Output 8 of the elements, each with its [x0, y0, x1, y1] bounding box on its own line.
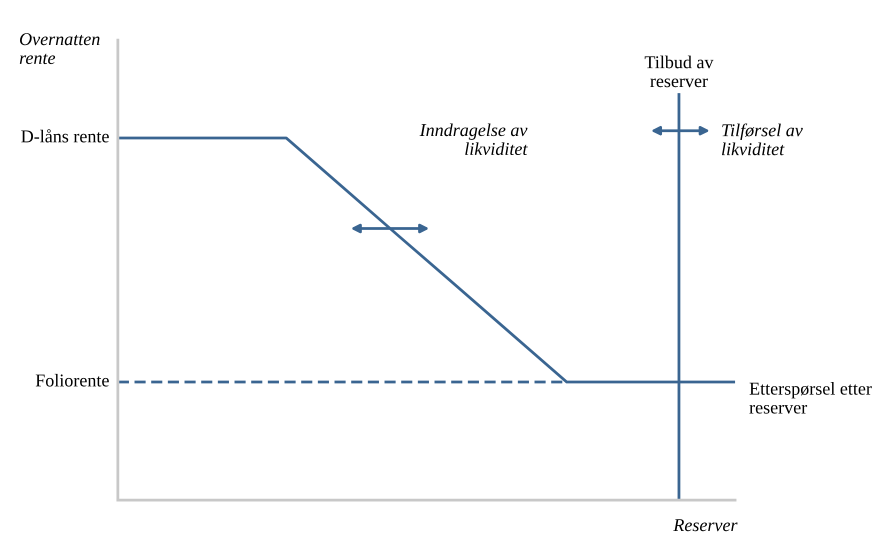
- annotation: Tilførsel av likviditet: [722, 123, 803, 156]
- text: D-låns rente: [21, 129, 109, 142]
- x-axis-title: Reserver: [673, 519, 738, 532]
- text: Tilbud av reserver: [644, 56, 714, 88]
- text: Foliorente: [36, 374, 109, 387]
- annotation: Inndragelse av likviditet: [420, 123, 528, 156]
- series-label: Etterspørsel etter reserver: [749, 382, 872, 414]
- y-axis-title: Overnatten rente: [20, 33, 100, 64]
